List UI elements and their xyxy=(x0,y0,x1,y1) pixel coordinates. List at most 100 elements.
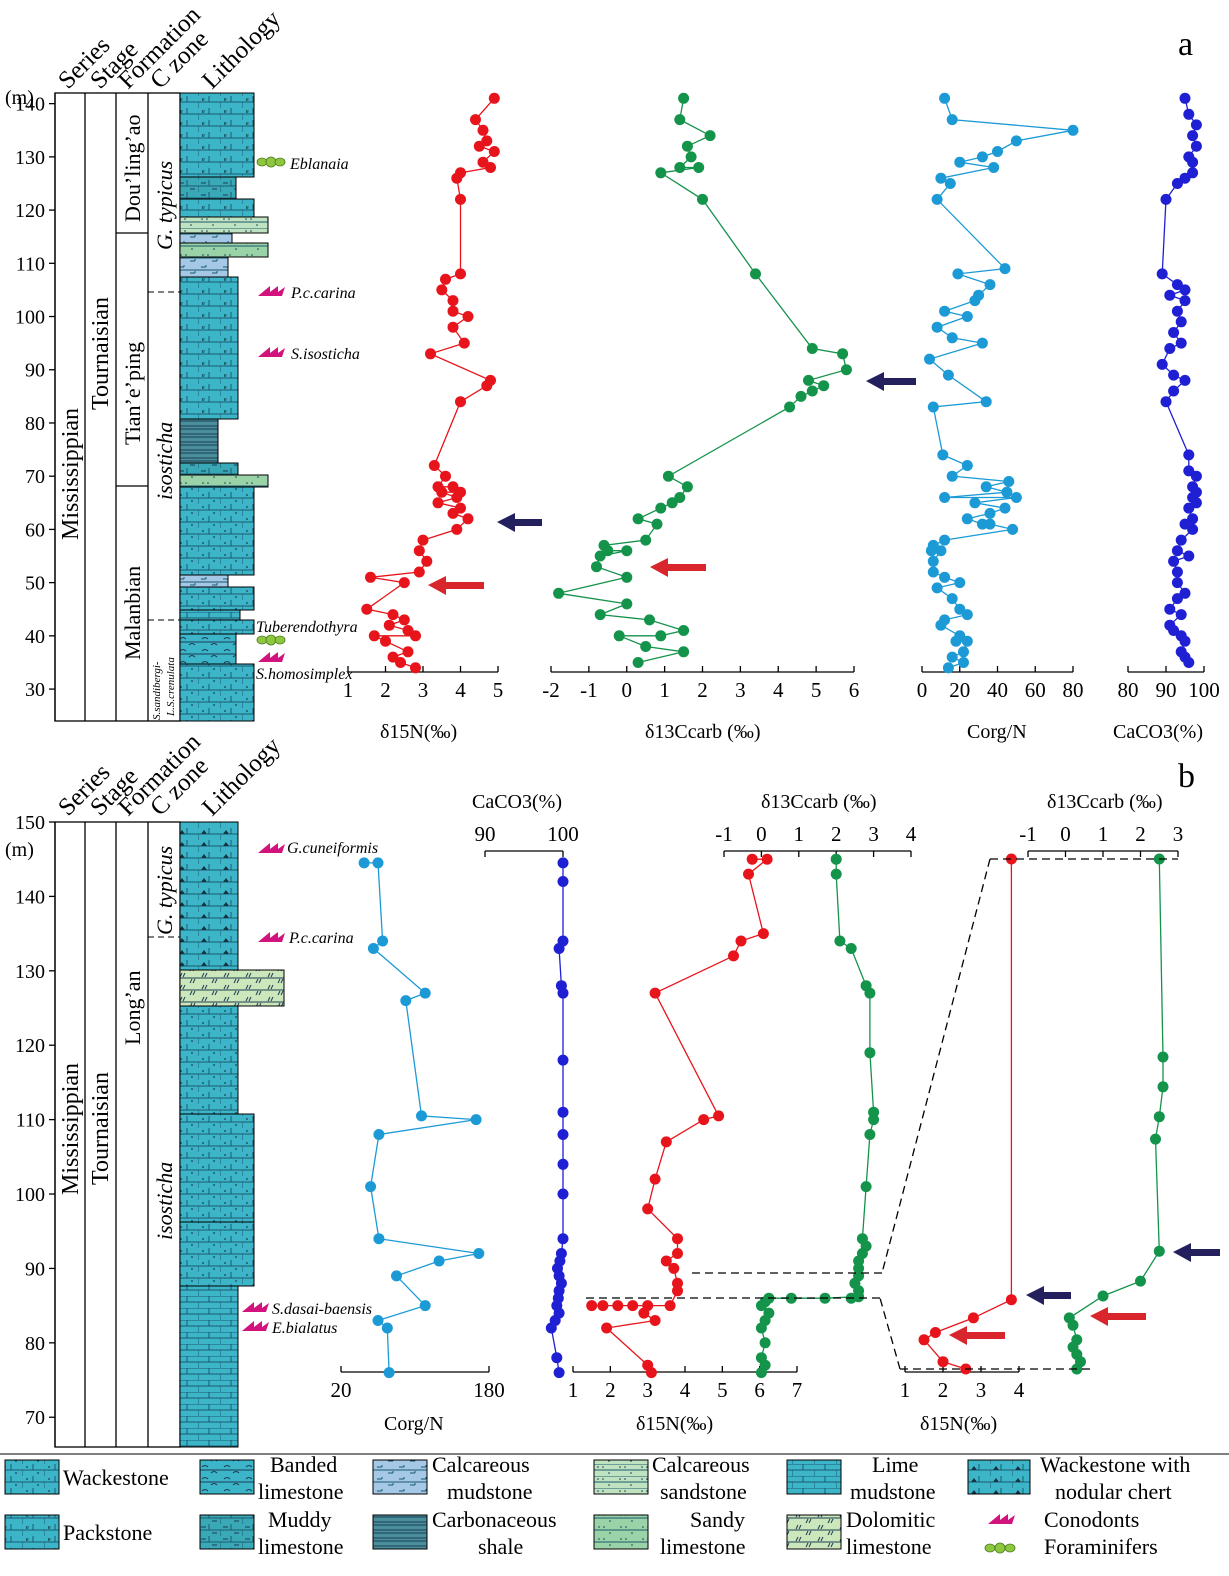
data-point xyxy=(649,1173,661,1185)
fossils-b: G.cuneiformis P.c.carina S.dasai-baensis… xyxy=(242,840,378,1337)
data-point xyxy=(860,1181,872,1193)
legend-calcmud-1: Calcareous xyxy=(432,1452,530,1477)
data-point xyxy=(428,460,440,471)
data-point xyxy=(361,603,373,615)
conodont-icon xyxy=(258,286,285,296)
x-tick-label: 4 xyxy=(773,678,784,702)
data-point xyxy=(1156,268,1168,280)
data-point xyxy=(674,162,686,173)
legend-nodular-1: Wackestone with xyxy=(1040,1452,1190,1477)
data-point xyxy=(644,614,655,626)
data-point xyxy=(1150,1133,1161,1145)
data-point xyxy=(984,279,996,291)
panel-a-label: a xyxy=(1178,26,1193,63)
data-point xyxy=(419,1300,431,1312)
data-point xyxy=(662,470,674,482)
data-point xyxy=(451,172,463,184)
legend-banded-2: limestone xyxy=(258,1479,344,1504)
data-point xyxy=(918,1334,930,1346)
x-tick-label: 0 xyxy=(917,678,928,702)
data-point xyxy=(402,646,414,658)
data-point xyxy=(447,305,459,317)
data-point xyxy=(1010,492,1022,503)
x-tick-label: 0 xyxy=(756,822,767,846)
data-point xyxy=(553,943,565,954)
data-point xyxy=(743,868,754,880)
data-point xyxy=(958,657,969,668)
x-tick-label: 1 xyxy=(900,1378,911,1402)
x-tick-label: 1 xyxy=(794,822,805,846)
data-point xyxy=(961,635,973,647)
data-point xyxy=(755,1300,767,1312)
data-point xyxy=(440,470,451,482)
data-point xyxy=(1190,140,1202,152)
x-tick-label: 1 xyxy=(659,678,670,702)
xlabel-d13c-zoom: δ13Ccarb (‰) xyxy=(1047,791,1163,813)
data-point xyxy=(681,481,693,493)
data-point xyxy=(1001,486,1013,498)
data-point xyxy=(473,1248,485,1259)
data-point xyxy=(481,380,493,392)
depth-tick-label: 90 xyxy=(25,1258,45,1280)
legend-nodular-2: nodular chert xyxy=(1055,1479,1172,1504)
data-point xyxy=(557,876,569,887)
data-point xyxy=(757,928,769,940)
data-point xyxy=(1183,449,1195,461)
data-point xyxy=(455,193,466,205)
xlabel-caco3-b: CaCO3(%) xyxy=(472,791,562,813)
data-point xyxy=(1187,167,1199,179)
legend-swatch-calcsand xyxy=(593,1459,649,1495)
legend-muddy-1: Muddy xyxy=(268,1507,332,1532)
data-point xyxy=(834,935,846,947)
header-lithology: Lithology xyxy=(197,5,286,94)
data-point xyxy=(632,513,644,525)
stage-b: Tournaisian xyxy=(88,1072,114,1185)
data-point xyxy=(477,124,489,136)
depth-tick-label: 120 xyxy=(15,200,45,222)
data-point xyxy=(1183,502,1195,514)
xlabel-corgn-b: Corg/N xyxy=(384,1413,444,1435)
legend-calcmud-2: mudstone xyxy=(447,1479,533,1504)
depth-axis-a: 30 40 50 60 70 80 90 100 110 120 130 140 xyxy=(15,93,56,721)
data-point xyxy=(436,486,448,498)
depth-tick-label: 90 xyxy=(25,360,45,382)
data-point xyxy=(1179,635,1191,647)
data-point xyxy=(969,497,981,509)
x-tick-label: 2 xyxy=(831,822,842,846)
data-point xyxy=(1175,534,1187,546)
panel-b-headers: Series Stage Formation C zone Lithology xyxy=(53,728,286,821)
depth-tick-label: 130 xyxy=(15,147,45,169)
data-point xyxy=(1164,603,1176,615)
data-point xyxy=(967,1312,979,1324)
legend-limemud-2: mudstone xyxy=(850,1479,936,1504)
data-point xyxy=(927,401,939,413)
legend-dolo-1: Dolomitic xyxy=(846,1507,935,1532)
legend-limemud-1: Lime xyxy=(872,1452,918,1477)
data-point xyxy=(557,1054,569,1066)
x-tick-label: 5 xyxy=(717,1378,728,1402)
x-tick-label: 1 xyxy=(343,678,354,702)
conodont-icon xyxy=(258,932,285,942)
panel-b-label: b xyxy=(1178,758,1195,795)
depth-axis-b: 70 80 90 100 110 120 130 140 150 xyxy=(15,812,56,1447)
xlabel-caco3-a: CaCO3(%) xyxy=(1113,721,1203,743)
czone-isosticha-a: isosticha xyxy=(152,422,177,500)
data-point xyxy=(621,571,633,583)
depth-tick-label: 80 xyxy=(25,1333,45,1355)
depth-tick-label: 70 xyxy=(25,466,45,488)
data-point xyxy=(728,950,739,962)
depth-tick-label: 140 xyxy=(15,886,45,908)
data-point xyxy=(681,140,693,152)
x-tick-label: 3 xyxy=(642,1378,653,1402)
data-point xyxy=(961,513,973,525)
xlabel-d15n-a: δ15N(‰) xyxy=(380,721,457,743)
x-tick-label: 100 xyxy=(547,822,579,846)
data-point xyxy=(1187,156,1199,168)
data-point xyxy=(988,162,1000,173)
x-tick-label: 20 xyxy=(331,1378,352,1402)
data-point xyxy=(433,1255,445,1267)
data-point xyxy=(958,646,969,658)
data-point xyxy=(1160,396,1172,408)
data-point xyxy=(365,1181,377,1193)
data-point xyxy=(421,555,433,567)
